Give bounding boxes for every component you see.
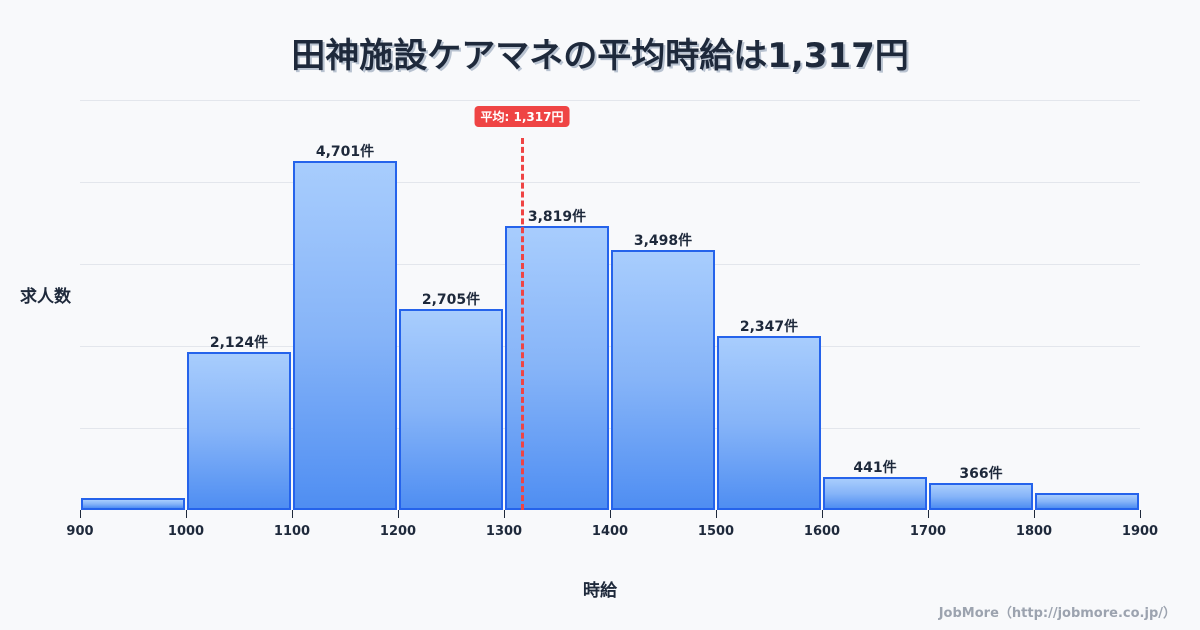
y-axis-label: 求人数 (20, 287, 71, 307)
histogram-bar (929, 482, 1033, 510)
bar-value-label: 3,819件 (527, 209, 587, 226)
histogram-bar (187, 352, 291, 510)
x-tick (610, 510, 611, 518)
bar-value-label: 2,705件 (421, 292, 481, 309)
x-tick (398, 510, 399, 518)
bar-value-label: 4,701件 (315, 144, 375, 160)
bar-value-label: 3,498件 (633, 233, 693, 250)
x-tick-label: 1700 (909, 524, 947, 539)
bar-value-label: 366件 (959, 465, 1003, 482)
x-tick-label: 1900 (1121, 524, 1159, 539)
x-tick-label: 1000 (167, 524, 205, 539)
gridline (80, 428, 1140, 429)
x-tick (504, 510, 505, 518)
x-tick-label: 1300 (485, 524, 523, 539)
mean-line (521, 138, 525, 510)
bar-value-label: 441件 (853, 460, 897, 477)
x-tick-label: 1500 (697, 524, 735, 539)
source-credit: JobMore（http://jobmore.co.jp/） (938, 606, 1176, 621)
histogram-bar (611, 250, 715, 510)
x-tick (928, 510, 929, 518)
histogram-bar (293, 161, 397, 510)
bar-value-label: 2,124件 (209, 335, 269, 352)
gridline (80, 100, 1140, 101)
gridline (80, 346, 1140, 347)
x-tick (1140, 510, 1141, 518)
histogram-bar (399, 309, 503, 510)
x-tick-label: 900 (66, 524, 94, 539)
histogram-bar (823, 477, 927, 510)
gridline (80, 182, 1140, 183)
gridline (80, 264, 1140, 265)
chart-title: 田神施設ケアマネの平均時給は1,317円 (291, 36, 909, 76)
x-tick-label: 1100 (273, 524, 311, 539)
x-tick (292, 510, 293, 518)
histogram-bar (717, 335, 821, 510)
histogram-bar (81, 498, 185, 510)
x-tick-label: 1800 (1015, 524, 1053, 539)
x-tick-label: 1600 (803, 524, 841, 539)
x-axis-label: 時給 (583, 581, 617, 601)
histogram-bar (1035, 492, 1139, 510)
x-tick (822, 510, 823, 518)
x-tick (1034, 510, 1035, 518)
x-tick-label: 1200 (379, 524, 417, 539)
bar-value-label: 2,347件 (739, 318, 799, 335)
x-tick (716, 510, 717, 518)
x-tick-label: 1400 (591, 524, 629, 539)
x-tick (80, 510, 81, 518)
x-tick (186, 510, 187, 518)
mean-badge: 平均: 1,317円 (474, 106, 570, 127)
plot-area: 2,124件 4,701件 2,705件 3,819件 3,498件 2,347件 441件… (80, 100, 1140, 510)
